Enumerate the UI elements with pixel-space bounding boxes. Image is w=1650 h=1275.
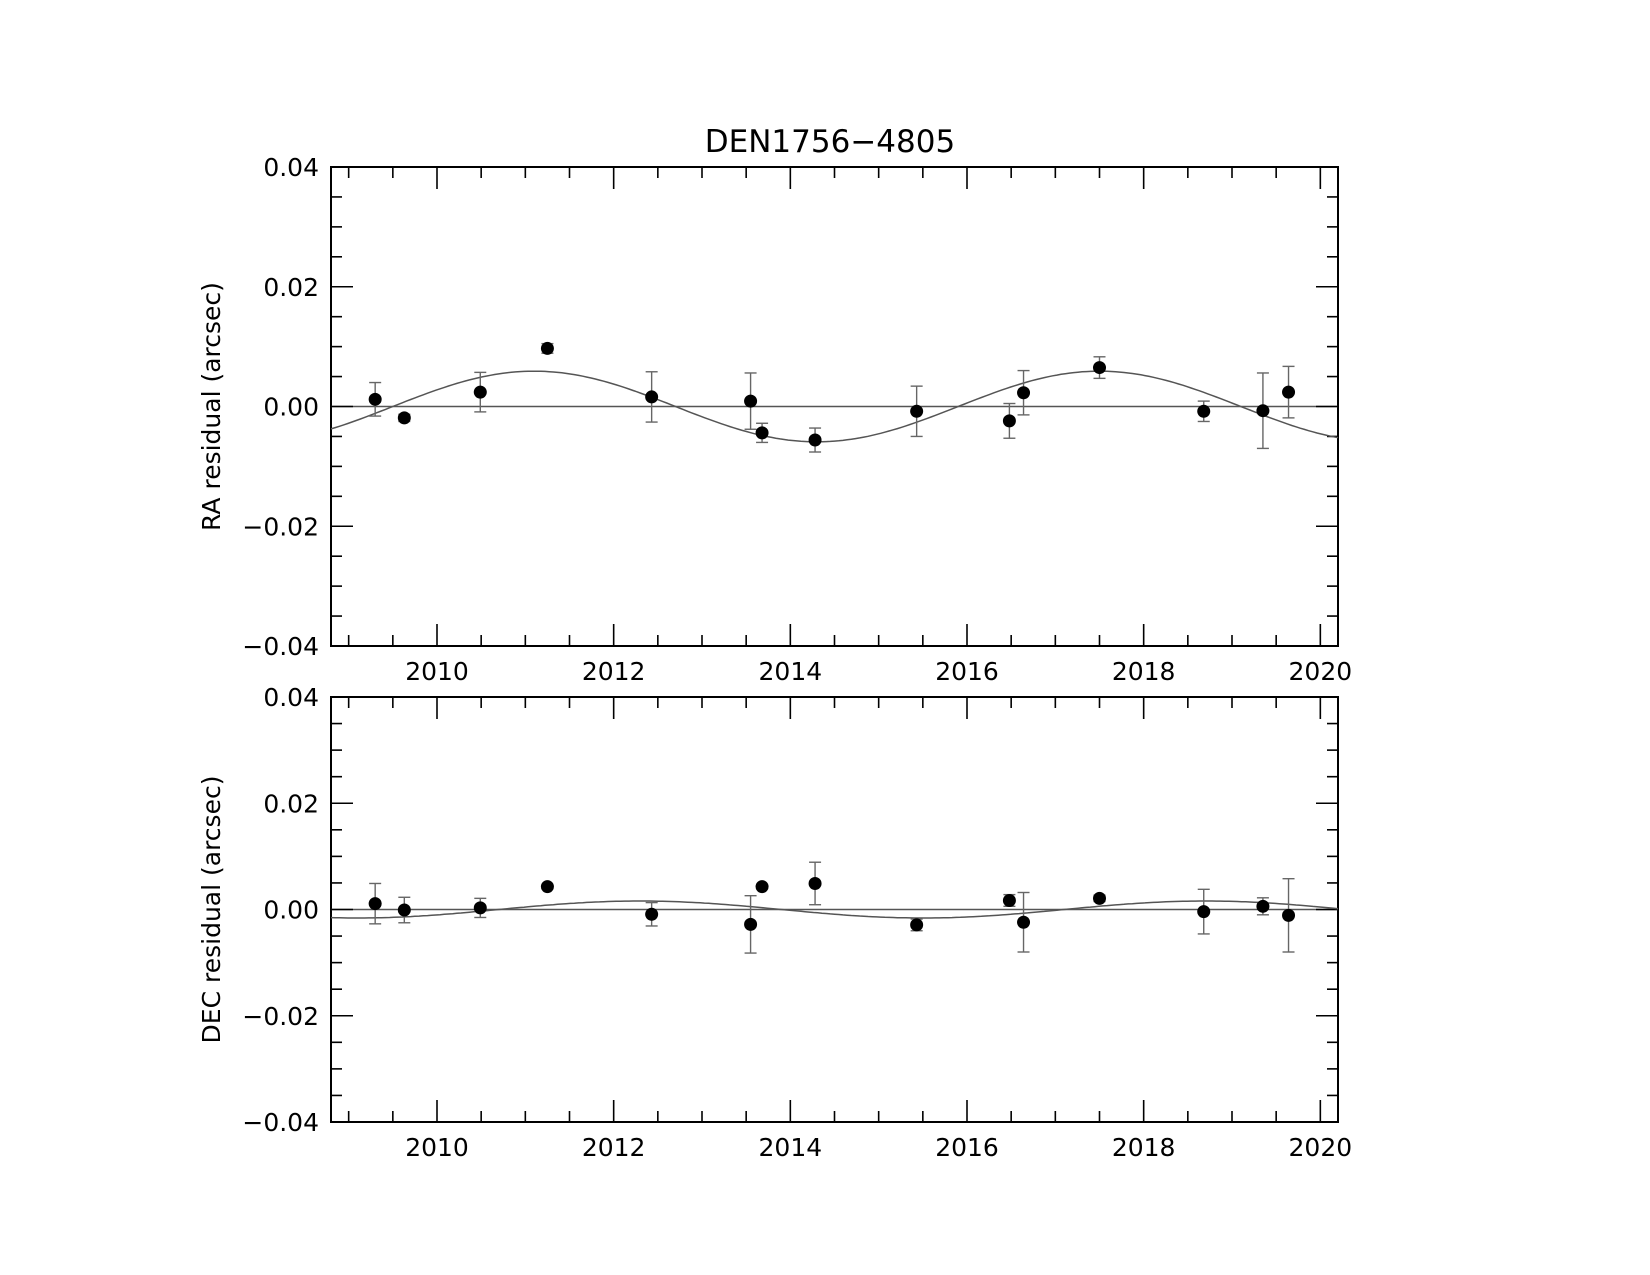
- data-point: [1256, 404, 1270, 418]
- data-point: [755, 880, 769, 894]
- data-point: [744, 394, 758, 408]
- chart-title: DEN1756−4805: [705, 124, 955, 160]
- data-point: [473, 385, 487, 399]
- data-point: [397, 903, 411, 917]
- data-point: [1002, 414, 1016, 428]
- x-tick-label: 2018: [1112, 657, 1176, 686]
- data-point: [1002, 893, 1016, 907]
- x-tick-label: 2016: [935, 1133, 999, 1162]
- data-point: [368, 392, 382, 406]
- data-point: [1282, 908, 1296, 922]
- y-tick-label: −0.02: [242, 1002, 319, 1031]
- ra-residual-panel: −0.04 −0.02 0.00 0.02 0.04 2010 2012 2014 2016 20…: [197, 153, 1352, 686]
- x-tick-label: 2020: [1289, 1133, 1353, 1162]
- data-point: [473, 901, 487, 915]
- x-tick-label: 2020: [1289, 657, 1353, 686]
- fit-curve: [330, 370, 1339, 443]
- y-tick-label: 0.02: [263, 273, 319, 302]
- data-point: [755, 426, 769, 440]
- data-point: [808, 876, 822, 890]
- y-tick-label: 0.02: [263, 789, 319, 818]
- y-tick-label: 0.00: [263, 896, 319, 925]
- x-tick-label: 2014: [759, 657, 823, 686]
- data-point: [397, 411, 411, 425]
- x-tick-label: 2010: [405, 1133, 469, 1162]
- data-point: [1256, 899, 1270, 913]
- x-tick-label: 2010: [405, 657, 469, 686]
- fit-curve: [330, 900, 1339, 919]
- data-point: [1017, 386, 1031, 400]
- x-tick-label: 2012: [582, 1133, 646, 1162]
- x-tick-label: 2016: [935, 657, 999, 686]
- data-point: [1282, 385, 1296, 399]
- data-point: [1093, 891, 1106, 905]
- y-tick-label: −0.04: [242, 1108, 319, 1137]
- data-point: [1197, 905, 1211, 919]
- y-tick-label: 0.04: [263, 683, 319, 712]
- data-point: [368, 897, 382, 911]
- x-tick-label: 2012: [582, 657, 646, 686]
- data-point: [1017, 915, 1031, 929]
- y-axis-label: DEC residual (arcsec): [197, 776, 226, 1044]
- y-tick-label: −0.04: [242, 632, 319, 661]
- x-tick-label: 2014: [759, 1133, 823, 1162]
- data-point: [910, 404, 924, 418]
- y-axis-label: RA residual (arcsec): [197, 282, 226, 531]
- y-tick-label: −0.02: [242, 512, 319, 541]
- x-tick-label: 2018: [1112, 1133, 1176, 1162]
- dec-residual-panel: −0.04 −0.02 0.00 0.02 0.04 2010 2012 2014 2016 20…: [197, 683, 1352, 1162]
- data-point: [1197, 404, 1211, 418]
- data-point: [1093, 361, 1106, 375]
- data-point: [808, 433, 822, 447]
- data-point: [645, 390, 659, 404]
- data-point: [540, 341, 554, 355]
- y-tick-label: 0.00: [263, 393, 319, 422]
- data-point: [910, 918, 924, 932]
- y-tick-label: 0.04: [263, 153, 319, 182]
- data-point: [540, 880, 554, 894]
- data-point: [645, 907, 659, 921]
- data-point: [744, 917, 758, 931]
